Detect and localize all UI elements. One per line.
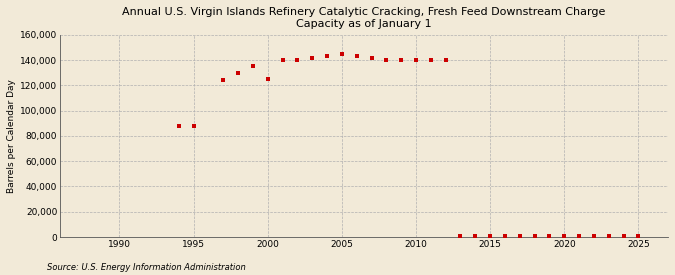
Point — [410, 58, 421, 62]
Point — [277, 58, 288, 62]
Title: Annual U.S. Virgin Islands Refinery Catalytic Cracking, Fresh Feed Downstream Ch: Annual U.S. Virgin Islands Refinery Cata… — [122, 7, 605, 29]
Point — [500, 233, 510, 238]
Point — [263, 77, 273, 81]
Point — [396, 58, 406, 62]
Point — [455, 233, 466, 238]
Point — [603, 233, 614, 238]
Point — [292, 58, 303, 62]
Point — [485, 233, 495, 238]
Point — [633, 233, 644, 238]
Text: Source: U.S. Energy Information Administration: Source: U.S. Energy Information Administ… — [47, 263, 246, 272]
Point — [307, 56, 318, 60]
Point — [321, 54, 332, 59]
Point — [233, 71, 244, 75]
Point — [351, 54, 362, 59]
Point — [559, 233, 570, 238]
Point — [544, 233, 555, 238]
Point — [425, 58, 436, 62]
Point — [381, 58, 392, 62]
Point — [574, 233, 585, 238]
Point — [248, 64, 259, 69]
Point — [336, 52, 347, 56]
Point — [589, 233, 599, 238]
Point — [366, 56, 377, 60]
Point — [440, 58, 451, 62]
Point — [618, 233, 629, 238]
Point — [529, 233, 540, 238]
Point — [218, 78, 229, 82]
Point — [173, 124, 184, 128]
Point — [470, 233, 481, 238]
Point — [188, 124, 199, 128]
Y-axis label: Barrels per Calendar Day: Barrels per Calendar Day — [7, 79, 16, 193]
Point — [514, 233, 525, 238]
